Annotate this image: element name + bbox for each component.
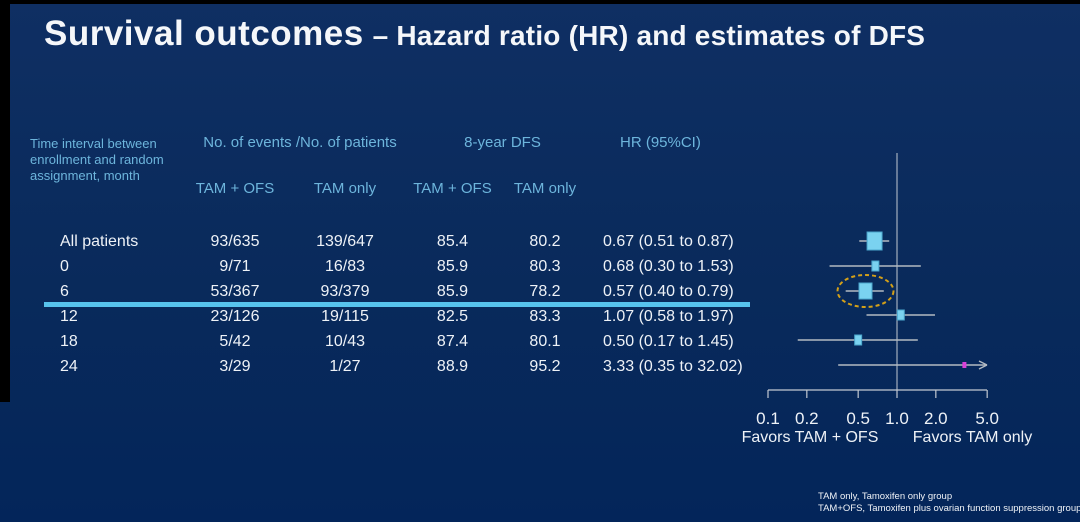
col-header-hr: HR (95%CI) — [620, 134, 701, 151]
page-title: Survival outcomes – Hazard ratio (HR) an… — [44, 14, 925, 54]
sub-header-row: TAM + OFS TAM only TAM + OFS TAM only — [30, 177, 805, 199]
x-tick-label: 1.0 — [885, 409, 909, 428]
x-tick-label: 0.5 — [846, 409, 870, 428]
hr-marker-all-patients — [866, 231, 883, 251]
table-row: 18 5/42 10/43 87.4 80.1 0.50 (0.17 to 1.45) — [30, 329, 805, 354]
subheader-dfs-tam-only: TAM only — [513, 179, 577, 197]
cell-hr-ci: 0.67 (0.51 to 0.87) — [603, 232, 734, 250]
cell-events-tam-ofs: 3/29 — [219, 357, 251, 375]
cell-label: 24 — [60, 357, 78, 375]
table-row: 24 3/29 1/27 88.9 95.2 3.33 (0.35 to 32.02) — [30, 354, 805, 379]
highlight-underline — [44, 302, 750, 307]
col-header-time-interval: Time interval between enrollment and ran… — [30, 136, 164, 183]
table-row: 12 23/126 19/115 82.5 83.3 1.07 (0.58 to 1.97… — [30, 304, 805, 329]
footnote: TAM only, Tamoxifen only group TAM+OFS, … — [818, 491, 1080, 515]
cell-label: 12 — [60, 307, 78, 325]
favors-left-label: Favors TAM + OFS — [741, 429, 879, 446]
cell-label: 18 — [60, 332, 78, 350]
cell-hr-ci: 1.07 (0.58 to 1.97) — [603, 307, 734, 325]
outcomes-table: Time interval between enrollment and ran… — [30, 132, 805, 392]
hr-marker-24 — [962, 362, 967, 368]
subheader-events-tam-ofs: TAM + OFS — [195, 179, 275, 197]
cell-dfs-tam-only: 80.1 — [529, 332, 561, 350]
cell-events-tam-ofs: 5/42 — [219, 332, 251, 350]
cell-dfs-tam-ofs: 85.4 — [436, 232, 469, 250]
cell-dfs-tam-ofs: 85.9 — [436, 257, 469, 275]
forest-plot: 0.1 0.2 0.5 1.0 2.0 5.0 — [740, 140, 1060, 440]
forest-plot-svg: 0.1 0.2 0.5 1.0 2.0 5.0 — [756, 153, 999, 428]
letterbox-top-bar — [0, 0, 1080, 4]
cell-label: All patients — [60, 232, 139, 250]
x-tick-label: 0.1 — [756, 409, 780, 428]
table-body: All patients 93/635 139/647 85.4 80.2 0.67 (0… — [30, 229, 805, 379]
cell-events-tam-ofs: 93/635 — [210, 232, 260, 250]
cell-events-tam-only: 10/43 — [324, 332, 366, 350]
hr-marker-12 — [896, 309, 905, 321]
cell-hr-ci: 3.33 (0.35 to 32.02) — [603, 357, 743, 375]
letterbox-left-bar — [0, 0, 10, 402]
cell-hr-ci: 0.50 (0.17 to 1.45) — [603, 332, 734, 350]
cell-dfs-tam-ofs: 82.5 — [436, 307, 469, 325]
ci-arrow-right — [978, 360, 988, 370]
cell-dfs-tam-ofs: 85.9 — [436, 282, 469, 300]
cell-label: 6 — [60, 282, 69, 300]
cell-dfs-tam-only: 80.2 — [529, 232, 561, 250]
x-tick-label: 2.0 — [924, 409, 948, 428]
col-header-dfs: 8-year DFS — [464, 134, 541, 151]
col-header-events: No. of events /No. of patients — [203, 134, 397, 151]
cell-events-tam-ofs: 23/126 — [210, 307, 260, 325]
cell-events-tam-only: 16/83 — [324, 257, 366, 275]
footnote-line1: TAM only, Tamoxifen only group — [818, 491, 953, 502]
cell-dfs-tam-only: 83.3 — [529, 307, 561, 325]
cell-hr-ci: 0.57 (0.40 to 0.79) — [603, 282, 734, 300]
cell-dfs-tam-ofs: 87.4 — [436, 332, 469, 350]
subheader-dfs-tam-ofs: TAM + OFS — [413, 179, 492, 197]
footnote-line2: TAM+OFS, Tamoxifen plus ovarian function… — [818, 503, 1080, 514]
hr-marker-6 — [858, 282, 873, 300]
cell-events-tam-only: 19/115 — [321, 307, 369, 325]
cell-hr-ci: 0.68 (0.30 to 1.53) — [603, 257, 734, 275]
cell-events-tam-only: 1/27 — [329, 357, 361, 375]
table-row: All patients 93/635 139/647 85.4 80.2 0.67 (0… — [30, 229, 805, 254]
cell-dfs-tam-only: 95.2 — [529, 357, 561, 375]
subheader-events-tam-only: TAM only — [313, 179, 377, 197]
title-main: Survival outcomes — [44, 14, 364, 53]
favors-right-label: Favors TAM only — [912, 429, 1033, 446]
title-sub: – Hazard ratio (HR) and estimates of DFS — [372, 20, 926, 51]
table-row: 6 53/367 93/379 85.9 78.2 0.57 (0.40 to 0.79) — [30, 279, 805, 304]
x-tick-label: 0.2 — [795, 409, 819, 428]
cell-dfs-tam-only: 80.3 — [529, 257, 561, 275]
cell-dfs-tam-ofs: 88.9 — [436, 357, 469, 375]
cell-dfs-tam-only: 78.2 — [529, 282, 561, 300]
cell-events-tam-only: 139/647 — [316, 232, 374, 250]
cell-events-tam-ofs: 9/71 — [219, 257, 251, 275]
cell-events-tam-ofs: 53/367 — [210, 282, 260, 300]
hr-marker-0 — [871, 260, 880, 272]
cell-events-tam-only: 93/379 — [320, 282, 370, 300]
cell-label: 0 — [60, 257, 69, 275]
hr-marker-18 — [854, 334, 863, 346]
x-tick-label: 5.0 — [975, 409, 999, 428]
highlight-ellipse — [836, 274, 895, 308]
table-row: 0 9/71 16/83 85.9 80.3 0.68 (0.30 to 1.53) — [30, 254, 805, 279]
